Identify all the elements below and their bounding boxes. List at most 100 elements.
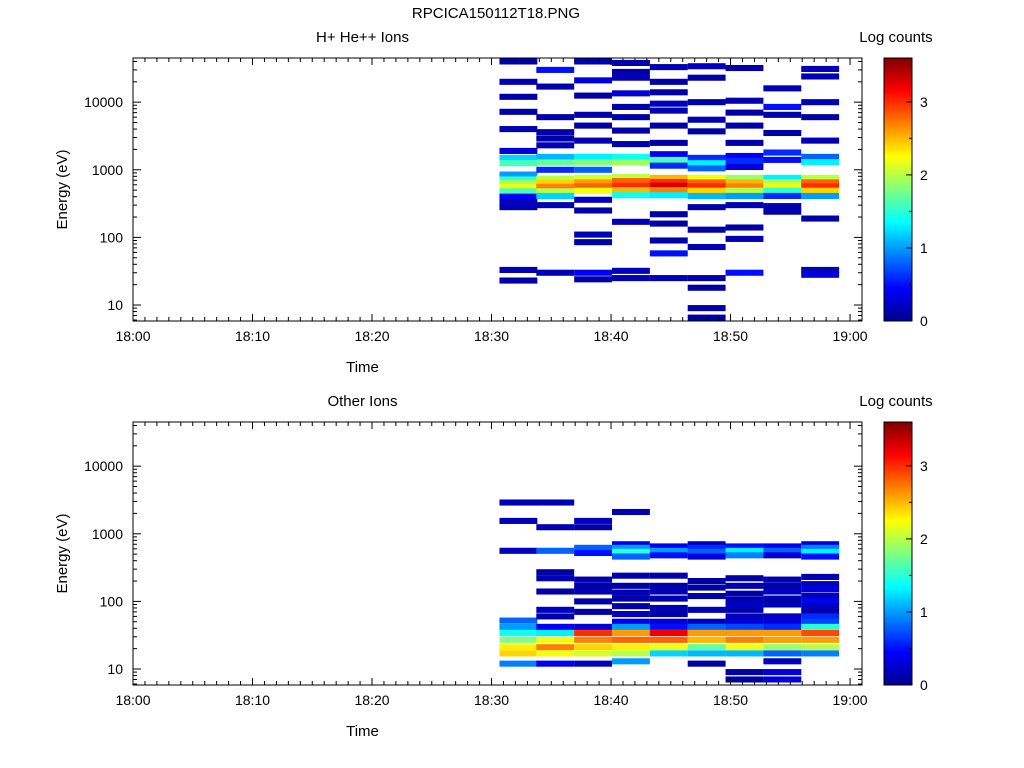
heatmap-cell [612,182,650,189]
heatmap-cell [649,100,688,107]
heatmap-cell [536,569,575,576]
heatmap-cell [801,548,840,555]
y-axis-label: Energy (eV) [54,149,71,229]
heatmap-cell [649,211,688,218]
heatmap-cell [763,208,802,215]
y-axis-label: Energy (eV) [54,513,71,593]
heatmap-cell [574,187,613,194]
heatmap-cell [499,204,538,211]
heatmap-cell [574,517,613,524]
heatmap-cell [801,598,840,605]
heatmap-cell [725,269,764,276]
heatmap-cell [574,544,613,551]
heatmap-cell [801,153,840,160]
heatmap-cell [612,153,650,160]
heatmap-cell [536,175,575,182]
colorbar-tick-label: 1 [920,604,928,620]
heatmap-cell [612,192,650,199]
heatmap-cell [801,613,840,620]
heatmap-cell [574,179,613,186]
heatmap-cell [687,275,726,282]
figure-title: RPCICA150112T18.PNG [412,5,580,22]
heatmap-cell [499,617,538,624]
heatmap-cell [649,162,688,169]
heatmap-cell [801,266,840,273]
x-tick-label: 18:50 [713,328,748,344]
heatmap-cell [574,122,613,129]
heatmap-cell [725,109,764,116]
y-tick-label: 1000 [92,162,123,178]
heatmap-cell [725,235,764,242]
heatmap-cell [499,636,538,643]
x-axis-label: Time [346,723,379,740]
x-tick-label: 18:20 [354,692,389,708]
heatmap-cell [612,174,650,181]
heatmap-cell [536,636,575,643]
heatmap-cell [574,239,613,246]
heatmap-cell [687,541,726,548]
heatmap-cell [612,68,650,75]
heatmap-cell [612,103,650,110]
colorbar-tick-label: 2 [920,531,928,547]
heatmap-cell [725,139,764,146]
heatmap-cell [612,267,650,274]
colorbar-label: Log counts [859,29,932,46]
heatmap-cell [612,159,650,166]
heatmap-cell [649,220,688,227]
heatmap-cell [801,581,840,588]
heatmap-cell [536,159,575,166]
heatmap-cell [725,547,764,554]
heatmap-cell [574,183,613,190]
plot-frame [132,421,863,686]
heatmap-cell [687,284,726,291]
heatmap-cell [725,163,764,171]
heatmap-cell [499,78,538,85]
x-tick-label: 18:20 [354,328,389,344]
heatmap-cell [725,202,764,209]
x-tick-label: 18:40 [594,692,629,708]
heatmap-cell [725,606,764,613]
heatmap-cell [574,174,613,181]
colorbar-tick-label: 3 [920,94,928,110]
heatmap-cell [499,188,538,195]
heatmap-cell [801,586,840,593]
heatmap-cell [725,644,764,651]
heatmap-cell [763,588,802,595]
heatmap-cell [612,610,650,618]
heatmap-cell [612,178,650,185]
heatmap-cell [612,630,650,637]
heatmap-cell [612,114,650,121]
heatmap-cell [574,623,613,630]
heatmap-cell [499,517,538,524]
heatmap-cell [687,660,726,667]
heatmap-cell [612,275,650,282]
heatmap-cell [725,192,764,200]
heatmap-cell [725,157,764,165]
heatmap-cell [763,650,802,657]
heatmap-cell [499,547,538,554]
heatmap-cell [649,572,688,579]
heatmap-cell [763,85,802,92]
heatmap-cell [687,99,726,106]
heatmap-cell [649,623,688,630]
heatmap-cell [499,108,538,115]
heatmap-cell [801,137,840,144]
heatmap-cell [612,644,650,651]
heatmap-cell [763,601,802,608]
heatmap-cell [612,650,650,657]
x-tick-label: 19:00 [833,692,868,708]
heatmap-cell [612,636,650,643]
colorbar-tick-label: 1 [920,240,928,256]
heatmap-cell [725,582,764,589]
heatmap-cell [612,582,650,589]
heatmap-cell [649,595,688,602]
x-tick-label: 18:00 [115,328,150,344]
heatmap-cell [536,269,575,276]
heatmap-cell [687,553,726,560]
heatmap-cell [649,89,688,96]
heatmap-cell [687,584,726,591]
colorbar: 0 1 2 3 Log counts [859,29,932,329]
heatmap-cell [649,582,688,589]
heatmap-cell [499,58,538,65]
heatmap-cell [499,154,538,161]
